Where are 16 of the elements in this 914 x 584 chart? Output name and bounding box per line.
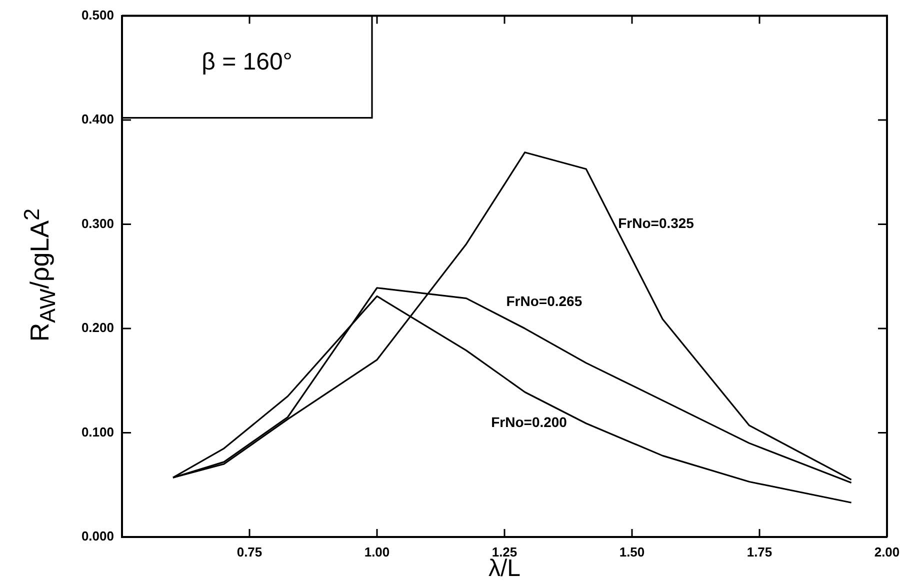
y-tick-label: 0.100 (81, 424, 114, 440)
series-label: FrNo=0.200 (491, 414, 568, 430)
series-label: FrNo=0.325 (618, 214, 694, 231)
x-tick-label: 2.00 (874, 544, 900, 560)
annotation: β = 160° (202, 48, 292, 76)
y-tick-label: 0.000 (81, 528, 114, 544)
y-tick-label: 0.200 (81, 320, 114, 336)
y-tick-label: 0.300 (81, 216, 114, 231)
y-tick-label: 0.400 (81, 112, 114, 127)
x-tick-label: 1.25 (492, 544, 518, 560)
y-tick-label: 0.500 (81, 7, 114, 22)
x-tick-label: 1.00 (364, 544, 390, 560)
x-tick-label: 1.75 (746, 544, 772, 560)
x-tick-label: 1.50 (619, 544, 645, 560)
x-tick-label: 0.75 (236, 544, 262, 560)
series-label: FrNo=0.265 (506, 293, 582, 310)
